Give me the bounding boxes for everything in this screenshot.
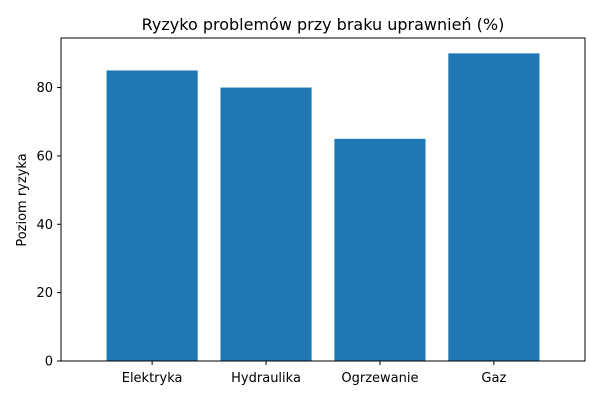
plot-frame [60, 37, 586, 362]
y-tick-label: 40 [36, 218, 53, 233]
x-tick-label: Hydraulika [231, 371, 301, 386]
y-tick-label: 60 [36, 149, 53, 164]
bar-gaz [448, 53, 540, 361]
y-tick-label: 0 [45, 355, 53, 370]
x-tick-label: Elektryka [122, 371, 183, 386]
y-tick-label: 20 [36, 286, 53, 301]
bars-group [106, 53, 540, 362]
bar-elektryka [106, 70, 198, 362]
x-ticks-group: Elektryka Hydraulika Ogrzewanie Gaz [122, 361, 506, 386]
chart-title: Ryzyko problemów przy braku uprawnień (%… [142, 15, 505, 34]
bar-hydraulika [220, 87, 312, 361]
bar-ogrzewanie [334, 138, 426, 361]
y-tick-label: 80 [36, 81, 53, 96]
y-axis-label: Poziom ryzyka [15, 153, 30, 246]
y-ticks-group: 0 20 40 60 80 [36, 81, 61, 370]
x-tick-label: Gaz [481, 371, 506, 386]
x-tick-label: Ogrzewanie [341, 371, 418, 386]
